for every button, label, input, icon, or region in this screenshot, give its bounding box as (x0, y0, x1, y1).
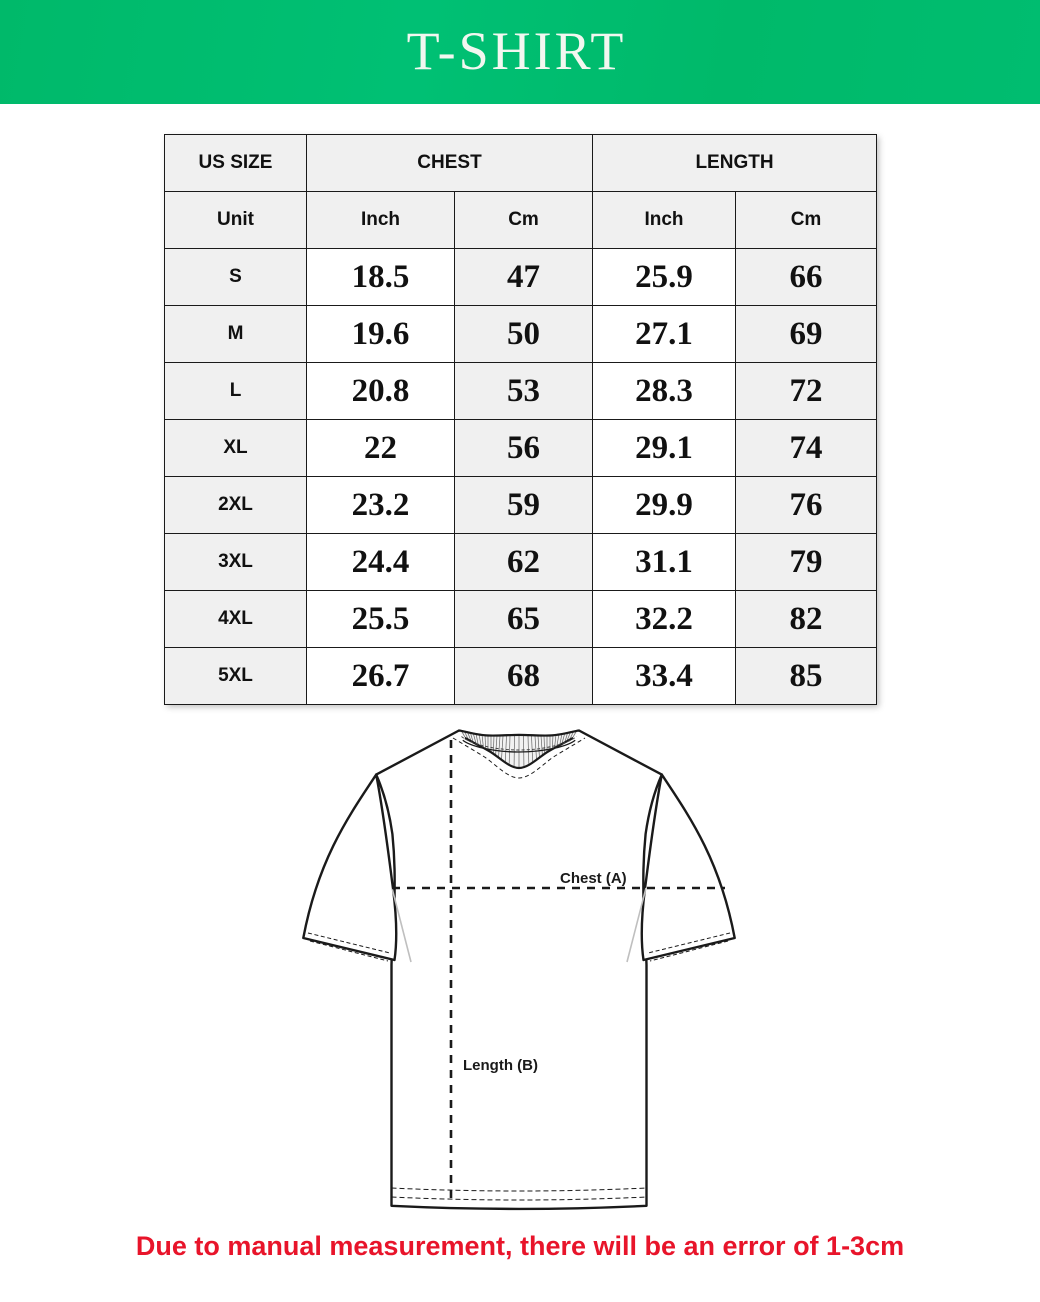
svg-text:Chest (A): Chest (A) (560, 870, 627, 887)
svg-text:Length (B): Length (B) (463, 1057, 538, 1074)
